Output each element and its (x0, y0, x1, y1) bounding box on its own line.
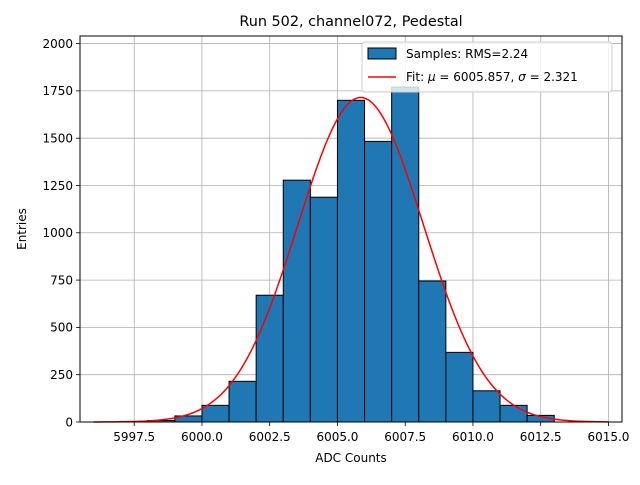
histogram-bar (282, 179, 311, 423)
x-tick-label: 6012.5 (520, 430, 562, 444)
fit-curve (93, 96, 609, 423)
chart-title: Run 502, channel072, Pedestal (239, 14, 462, 30)
y-tick-label: 1750 (42, 84, 73, 98)
x-tick-label: 6005.0 (316, 430, 358, 444)
legend-histogram-label: Samples: RMS=2.24 (406, 47, 528, 61)
plot-frame (79, 35, 623, 423)
legend-fit-sigma-symbol: σ (518, 70, 526, 84)
histogram-bar (255, 294, 284, 423)
histogram-bar (499, 404, 528, 423)
histogram-bar (309, 196, 338, 423)
x-tick-label: 6015.0 (587, 430, 629, 444)
axes-frame (79, 35, 623, 423)
x-tick-label: 6010.0 (452, 430, 494, 444)
histogram-bar (445, 351, 474, 423)
x-axis-ticks: 5997.5 6000.0 6002.5 6005.0 6007.5 6010.0 6012… (113, 422, 629, 444)
y-tick-label: 750 (50, 273, 73, 287)
histogram-bar (472, 390, 501, 423)
histogram-bar (201, 404, 230, 423)
x-tick-label: 5997.5 (113, 430, 155, 444)
x-tick-label: 6007.5 (384, 430, 426, 444)
fit-curve-layer (93, 96, 609, 423)
x-tick-label: 6002.5 (249, 430, 291, 444)
legend-fit-sigma-value: = 2.321 (526, 70, 578, 84)
histogram-bar (391, 86, 420, 423)
histogram-bar (418, 280, 447, 423)
y-tick-label: 2000 (42, 37, 73, 51)
x-axis-label: ADC Counts (315, 451, 387, 465)
legend-fit-prefix: Fit: (406, 70, 428, 84)
y-tick-label: 1000 (42, 226, 73, 240)
histogram-bar (336, 99, 366, 423)
y-tick-label: 500 (50, 321, 73, 335)
y-axis-ticks: 0 250 500 750 1000 1250 1500 1750 2000 (42, 37, 80, 429)
y-tick-label: 0 (65, 415, 73, 429)
histogram-bar (364, 140, 393, 423)
x-tick-label: 6000.0 (181, 430, 223, 444)
y-axis-label: Entries (15, 208, 29, 250)
legend-fit-label: Fit: μ = 6005.857, σ = 2.321 (406, 70, 578, 84)
legend: Samples: RMS=2.24 Fit: μ = 6005.857, σ =… (361, 41, 613, 93)
histogram-bars (120, 86, 555, 423)
histogram-bar (228, 380, 257, 423)
y-tick-label: 1500 (42, 131, 73, 145)
y-tick-label: 250 (50, 368, 73, 382)
legend-box (361, 41, 613, 93)
legend-fit-mu-symbol: μ (427, 70, 436, 84)
legend-histogram-swatch (367, 47, 397, 60)
y-tick-label: 1250 (42, 179, 73, 193)
legend-fit-mu-value: = 6005.857, (436, 70, 519, 84)
